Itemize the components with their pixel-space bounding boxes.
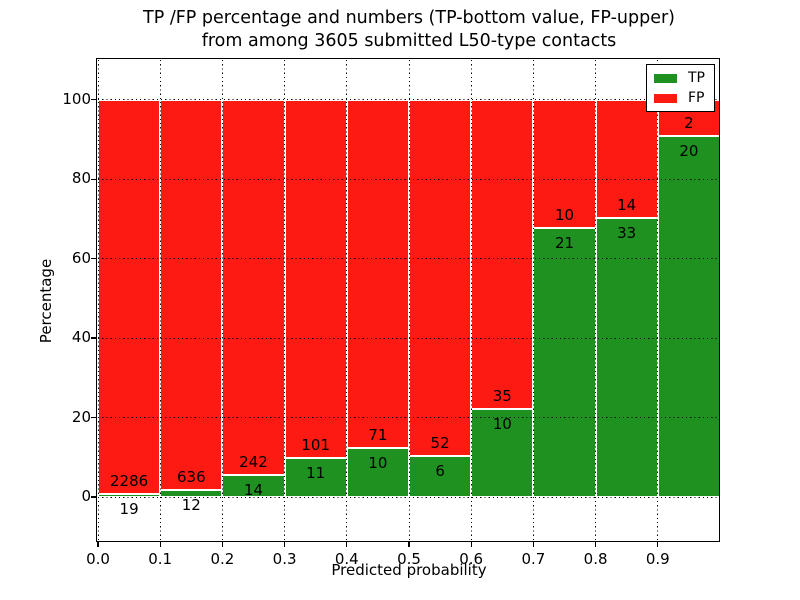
bar-segment-tp bbox=[98, 493, 161, 498]
x-tick-mark bbox=[221, 542, 224, 547]
y-tick-label: 100 bbox=[62, 89, 91, 108]
y-tick-mark bbox=[91, 496, 97, 498]
legend: TP FP bbox=[646, 64, 715, 112]
x-tick-label: 0.7 bbox=[521, 550, 546, 568]
x-tick-label: 0.6 bbox=[459, 550, 484, 568]
tp-count-label: 6 bbox=[435, 462, 445, 480]
y-tick-mark bbox=[91, 337, 97, 339]
y-tick-mark bbox=[91, 257, 97, 260]
chart-title-line2: from among 3605 submitted L50-type conta… bbox=[201, 31, 617, 51]
tp-color-swatch-icon bbox=[654, 73, 677, 83]
fp-count-label: 10 bbox=[554, 205, 575, 224]
x-tick-label: 0.4 bbox=[334, 550, 359, 568]
bar-segment-tp bbox=[160, 489, 223, 498]
bar-segment-fp bbox=[98, 99, 161, 494]
tp-count-label: 21 bbox=[554, 233, 575, 252]
y-tick-mark bbox=[91, 99, 97, 101]
bar-segment-tp bbox=[595, 218, 658, 498]
chart-title-line1: TP /FP percentage and numbers (TP-bottom… bbox=[143, 8, 675, 28]
fp-count-label: 242 bbox=[239, 453, 268, 472]
fp-count-label: 2 bbox=[684, 113, 694, 132]
x-tick-label: 0.2 bbox=[210, 550, 235, 568]
tp-count-label: 10 bbox=[492, 414, 512, 433]
x-tick-label: 0.8 bbox=[583, 550, 608, 568]
tp-count-label: 20 bbox=[679, 141, 699, 160]
x-tick-label: 0.9 bbox=[645, 550, 670, 568]
y-tick-label: 20 bbox=[71, 407, 91, 426]
x-tick-mark bbox=[657, 542, 659, 547]
tp-count-label: 19 bbox=[119, 499, 139, 518]
bar-segment-fp bbox=[409, 99, 472, 456]
x-tick-label: 0.5 bbox=[397, 550, 421, 568]
tp-count-label: 33 bbox=[617, 224, 637, 243]
bar-segment-fp bbox=[471, 99, 534, 409]
x-tick-label: 0.1 bbox=[148, 550, 173, 568]
tp-count-label: 11 bbox=[306, 464, 326, 483]
bar-segment-fp bbox=[284, 99, 347, 459]
fp-count-label: 101 bbox=[301, 436, 331, 455]
y-tick-label: 80 bbox=[71, 169, 91, 188]
x-tick-mark bbox=[594, 542, 597, 547]
chart-title: TP /FP percentage and numbers (TP-bottom… bbox=[98, 7, 720, 53]
tp-count-label: 14 bbox=[243, 481, 264, 500]
x-axis-label: Predicted probability bbox=[331, 561, 487, 579]
x-tick-mark bbox=[408, 542, 410, 547]
x-tick-mark bbox=[159, 542, 161, 547]
fp-count-label: 35 bbox=[492, 386, 512, 405]
fp-count-label: 52 bbox=[430, 434, 450, 452]
y-tick-label: 40 bbox=[71, 328, 91, 347]
bar-segment-tp bbox=[533, 227, 596, 498]
bar-segment-fp bbox=[222, 99, 285, 476]
x-tick-label: 0.3 bbox=[272, 550, 297, 568]
legend-label-tp: TP bbox=[688, 70, 705, 86]
bar-segment-fp bbox=[160, 99, 223, 490]
y-tick-label: 0 bbox=[81, 487, 91, 506]
bar-segment-tp bbox=[471, 408, 534, 498]
y-tick-mark bbox=[91, 416, 97, 419]
y-tick-label: 60 bbox=[71, 248, 91, 267]
bar-segment-tp bbox=[284, 458, 347, 498]
fp-count-label: 636 bbox=[176, 467, 206, 486]
x-tick-mark bbox=[97, 542, 99, 547]
fp-count-label: 71 bbox=[368, 426, 388, 445]
x-tick-mark bbox=[470, 542, 472, 547]
legend-label-fp: FP bbox=[688, 90, 705, 106]
y-tick-mark bbox=[91, 178, 97, 180]
tp-count-label: 12 bbox=[181, 495, 201, 514]
fp-count-label: 2286 bbox=[110, 471, 149, 490]
fp-color-swatch-icon bbox=[654, 93, 677, 103]
bar-segment-tp bbox=[409, 456, 472, 498]
x-tick-mark bbox=[346, 542, 348, 547]
legend-entry-fp: FP bbox=[654, 91, 705, 105]
x-tick-mark bbox=[532, 542, 535, 547]
legend-entry-tp: TP bbox=[654, 71, 705, 85]
bar-segment-fp bbox=[595, 99, 658, 219]
bar-segment-fp bbox=[533, 99, 596, 228]
fp-count-label: 14 bbox=[617, 196, 637, 215]
tp-count-label: 10 bbox=[368, 454, 388, 473]
x-tick-mark bbox=[283, 542, 286, 547]
bar-segment-fp bbox=[346, 99, 409, 449]
bar-segment-tp bbox=[346, 448, 409, 498]
x-tick-label: 0.0 bbox=[86, 550, 110, 568]
